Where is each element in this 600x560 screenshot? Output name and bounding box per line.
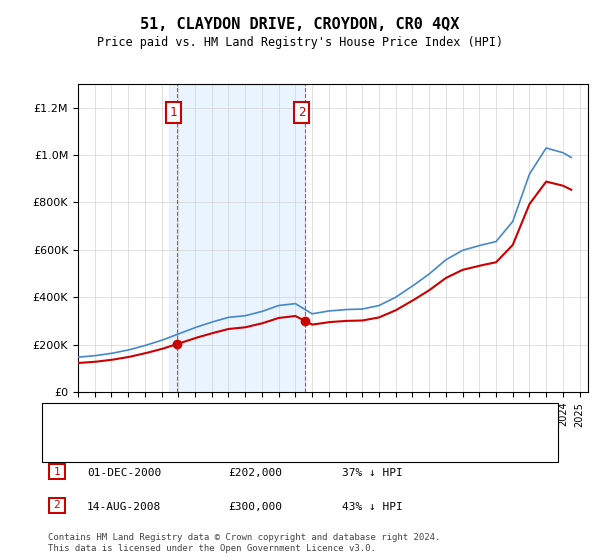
Text: 14-AUG-2008: 14-AUG-2008 <box>87 502 161 512</box>
Text: 1: 1 <box>170 106 178 119</box>
Text: 1: 1 <box>53 466 61 477</box>
Text: 01-DEC-2000: 01-DEC-2000 <box>87 468 161 478</box>
Text: 37% ↓ HPI: 37% ↓ HPI <box>342 468 403 478</box>
Text: Price paid vs. HM Land Registry's House Price Index (HPI): Price paid vs. HM Land Registry's House … <box>97 36 503 49</box>
Text: 43% ↓ HPI: 43% ↓ HPI <box>342 502 403 512</box>
Text: 51, CLAYDON DRIVE, CROYDON, CR0 4QX (detached house): 51, CLAYDON DRIVE, CROYDON, CR0 4QX (det… <box>96 421 401 431</box>
Text: £202,000: £202,000 <box>228 468 282 478</box>
Text: 51, CLAYDON DRIVE, CROYDON, CR0 4QX: 51, CLAYDON DRIVE, CROYDON, CR0 4QX <box>140 17 460 32</box>
Bar <box>169 84 305 392</box>
Text: 2: 2 <box>53 500 61 510</box>
FancyBboxPatch shape <box>49 497 65 513</box>
Text: £300,000: £300,000 <box>228 502 282 512</box>
FancyBboxPatch shape <box>49 464 65 479</box>
Text: 2: 2 <box>298 106 305 119</box>
Text: HPI: Average price, detached house, Sutton: HPI: Average price, detached house, Sutt… <box>96 439 343 449</box>
Text: Contains HM Land Registry data © Crown copyright and database right 2024.
This d: Contains HM Land Registry data © Crown c… <box>48 534 440 553</box>
